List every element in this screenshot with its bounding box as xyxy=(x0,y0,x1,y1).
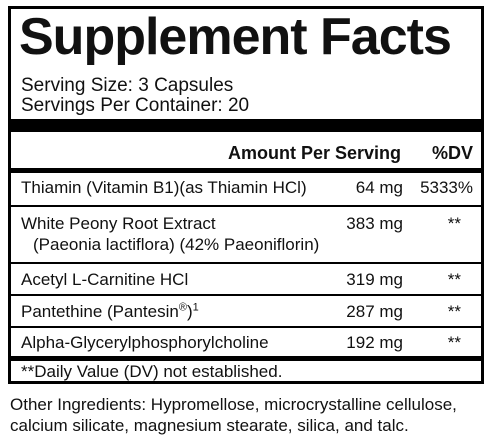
ingredient-amount: 319 mg xyxy=(346,270,403,289)
medium-divider xyxy=(11,168,481,173)
panel-title: Supplement Facts xyxy=(19,8,452,66)
registered-mark: ® xyxy=(178,301,187,314)
row-divider xyxy=(11,262,481,264)
row-acetyl-l-carnitine: Acetyl L-Carnitine HCl 319 mg ** xyxy=(21,269,473,291)
ingredient-amount: 383 mg xyxy=(346,214,403,233)
serving-size: Serving Size: 3 Capsules xyxy=(21,75,234,96)
ingredient-subname: (Paeonia lactiflora) (42% Paeoniflorin) xyxy=(33,235,320,254)
ingredient-amount: 64 mg xyxy=(355,178,403,197)
ingredient-name: Pantethine (Pantesin®)1 xyxy=(21,301,199,321)
ingredient-dv: ** xyxy=(447,333,461,352)
ingredient-dv: ** xyxy=(447,270,461,289)
ingredient-name: White Peony Root Extract xyxy=(21,214,216,233)
ingredient-name: Acetyl L-Carnitine HCl xyxy=(21,270,189,289)
row-thiamin: Thiamin (Vitamin B1)(as Thiamin HCl) 64 … xyxy=(21,177,473,199)
dv-footnote: **Daily Value (DV) not established. xyxy=(21,362,283,381)
row-white-peony: White Peony Root Extract (Paeonia lactif… xyxy=(21,213,473,257)
supplement-facts-panel: Supplement Facts Serving Size: 3 Capsule… xyxy=(8,6,484,384)
row-divider xyxy=(11,294,481,296)
thick-divider xyxy=(11,119,481,132)
row-divider xyxy=(11,326,481,328)
amount-per-serving-header: Amount Per Serving xyxy=(227,143,401,163)
footnote-ref: 1 xyxy=(192,301,199,314)
servings-per-container: Servings Per Container: 20 xyxy=(21,95,250,116)
bottom-divider xyxy=(11,356,481,361)
ingredient-name: Alpha-Glycerylphosphorylcholine xyxy=(21,333,269,352)
ingredient-dv: 5333% xyxy=(420,178,473,197)
dv-header: %DV xyxy=(431,143,473,163)
row-alpha-gpc: Alpha-Glycerylphosphorylcholine 192 mg *… xyxy=(21,332,473,354)
row-divider xyxy=(11,205,481,207)
ingredient-amount: 192 mg xyxy=(346,333,403,352)
ingredient-name: Thiamin (Vitamin B1)(as Thiamin HCl) xyxy=(21,178,307,197)
ingredient-dv: ** xyxy=(447,302,461,321)
ingredient-dv: ** xyxy=(447,214,461,233)
ingredient-amount: 287 mg xyxy=(346,302,403,321)
row-pantethine: Pantethine (Pantesin®)1 287 mg ** xyxy=(21,301,473,323)
other-ingredients: Other Ingredients: Hypromellose, microcr… xyxy=(10,395,457,435)
